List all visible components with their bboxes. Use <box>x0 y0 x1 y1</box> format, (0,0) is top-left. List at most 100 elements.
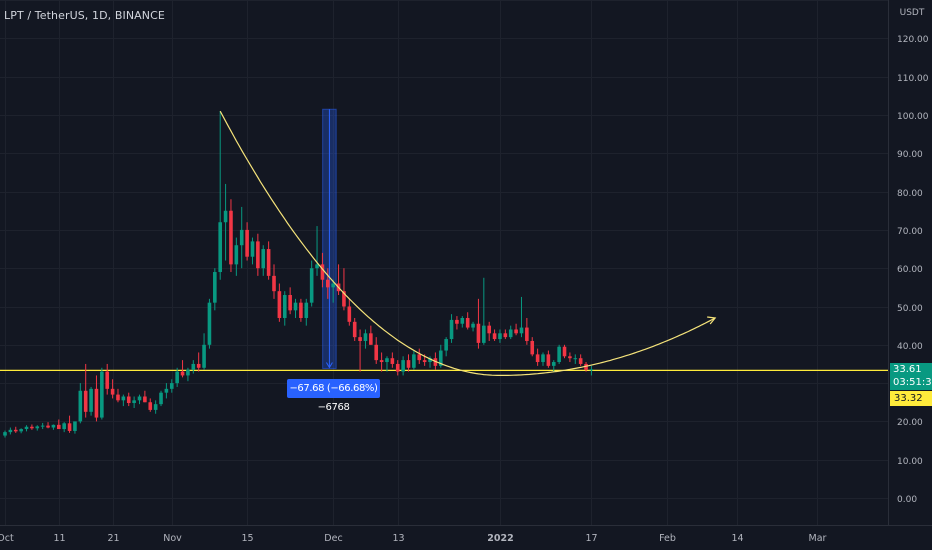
candle <box>428 356 432 368</box>
candle <box>148 398 153 412</box>
candle <box>30 424 34 430</box>
price-tick-label: 20.00 <box>897 418 923 428</box>
candle <box>46 422 50 429</box>
candle <box>460 316 465 328</box>
measure-range-box <box>322 108 337 369</box>
candle <box>326 268 330 299</box>
candle <box>282 291 287 326</box>
candle <box>250 237 255 265</box>
price-tick-label: 70.00 <box>897 227 923 237</box>
candle-body <box>352 321 357 338</box>
candle-body <box>422 360 427 363</box>
candle-body <box>465 317 470 328</box>
price-tick-label: 60.00 <box>897 265 923 275</box>
candle <box>67 415 72 433</box>
candle-body <box>159 392 163 405</box>
candle <box>578 354 583 366</box>
candle <box>110 379 115 399</box>
symbol-title[interactable]: LPT / TetherUS, 1D, BINANCE <box>4 9 165 22</box>
candle-body <box>40 425 45 427</box>
candle-body <box>202 344 206 368</box>
candle-body <box>374 344 379 361</box>
candle-body <box>164 388 169 393</box>
price-tick-label: 10.00 <box>897 457 923 467</box>
time-tick-label: Mar <box>809 533 827 544</box>
candle-body <box>35 426 40 429</box>
candle-body <box>476 323 481 343</box>
candle-body <box>250 241 255 257</box>
price-axis[interactable]: 120.00 110.00 100.00 90.00 80.00 70.00 60.00 50… <box>888 0 929 525</box>
time-tick-label: Feb <box>659 533 676 544</box>
last-price-tag: 33.61 03:51:34 <box>890 363 932 390</box>
candle-body <box>121 396 126 401</box>
candle <box>584 362 588 372</box>
candle-body <box>390 358 395 364</box>
candle-body <box>207 302 212 345</box>
candle <box>40 422 45 430</box>
candle <box>143 390 147 403</box>
candle-body <box>223 210 228 223</box>
candle <box>121 394 126 407</box>
candle-body <box>460 317 465 324</box>
candle <box>245 222 249 261</box>
curve-path <box>219 110 716 376</box>
candle-body <box>444 339 448 351</box>
candle-body <box>46 425 50 428</box>
level-price-tag: 33.32 <box>890 391 932 406</box>
candle <box>100 367 104 420</box>
candle <box>218 111 222 280</box>
candle <box>320 252 325 288</box>
candle <box>508 325 513 340</box>
candle-body <box>169 383 174 389</box>
candle-body <box>320 264 325 280</box>
candle-body <box>417 354 422 361</box>
candle <box>137 394 142 405</box>
candle-body <box>83 390 88 412</box>
candle-body <box>487 325 491 334</box>
candle-body <box>304 302 309 318</box>
candle-body <box>67 423 72 431</box>
candle <box>266 241 271 280</box>
candle <box>293 298 298 318</box>
time-axis[interactable]: Oct 11 21 Nov 15 Dec 13 2022 17 Feb 14 Mar <box>0 525 932 545</box>
time-tick-label: Nov <box>163 533 182 544</box>
candle <box>186 367 190 382</box>
candle-body <box>239 229 244 246</box>
candle <box>541 352 545 366</box>
candle-body <box>57 424 61 430</box>
candle <box>589 365 594 376</box>
candle-body <box>508 329 513 338</box>
candle-body <box>584 363 588 370</box>
candle <box>546 350 551 368</box>
candle <box>530 337 535 357</box>
candle-body <box>347 306 352 322</box>
candle <box>13 426 18 433</box>
candle <box>73 421 77 434</box>
candle-body <box>326 279 330 288</box>
candle <box>401 356 405 376</box>
candle-body <box>3 432 7 436</box>
candle <box>24 425 29 432</box>
time-tick-label: 17 <box>585 533 597 544</box>
candle-body <box>315 264 319 269</box>
curve-drawing <box>219 110 717 376</box>
time-tick-label: 13 <box>392 533 404 544</box>
candle <box>455 316 459 330</box>
candle <box>153 400 158 414</box>
candle-body <box>503 333 508 338</box>
candle-body <box>245 229 249 257</box>
price-tick-label: 110.00 <box>897 74 929 84</box>
last-price-value: 33.61 <box>893 364 922 375</box>
candle-body <box>148 402 153 410</box>
candle-body <box>331 283 335 288</box>
candle-body <box>186 369 190 376</box>
candle-body <box>498 333 502 340</box>
price-tick-label: 120.00 <box>897 35 929 45</box>
candle-body <box>137 396 142 401</box>
candle-body <box>89 388 93 412</box>
candle-body <box>514 329 518 334</box>
candle <box>492 329 497 341</box>
candle-body <box>568 356 572 359</box>
time-tick-label: 15 <box>241 533 253 544</box>
